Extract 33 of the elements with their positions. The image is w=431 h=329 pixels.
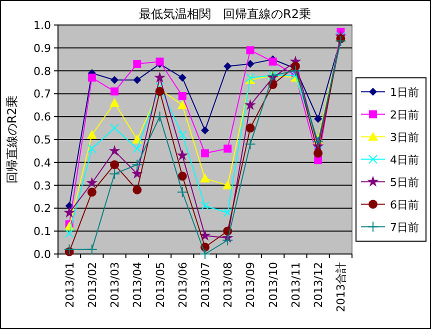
y-tick-label: 0.3 [34, 179, 51, 192]
legend-label: 5日前 [390, 176, 419, 189]
legend-label: 3日前 [390, 130, 419, 144]
y-tick-label: 0.7 [34, 88, 51, 101]
x-tick-label: 2013/08 [222, 262, 235, 308]
legend-label: 7日前 [390, 220, 419, 234]
y-tick-label: 0.9 [34, 42, 51, 55]
chart-title: 最低気温相関 回帰直線のR2乗 [139, 7, 311, 21]
legend-label: 1日前 [390, 86, 419, 99]
y-tick-label: 0.5 [34, 134, 51, 146]
y-tick-label: 0.1 [34, 225, 51, 238]
y-tick-label: 0.6 [34, 110, 51, 124]
x-tick-label: 2013/12 [312, 262, 326, 308]
x-tick-label: 2013/09 [244, 262, 258, 308]
x-tick-label: 2013/03 [108, 262, 122, 308]
x-tick-label: 2013/02 [86, 262, 99, 308]
x-tick-label: 2013/06 [176, 262, 190, 308]
x-tick-label: 2013/11 [289, 262, 302, 308]
x-tick-label: 2013/10 [266, 262, 280, 308]
x-tick-label: 2013合計 [334, 262, 348, 312]
x-tick-label: 2013/01 [63, 262, 76, 308]
legend-label: 2日前 [390, 108, 419, 122]
x-tick-label: 2013/04 [131, 262, 144, 308]
y-axis-title: 回帰直線のR2乗 [5, 96, 19, 184]
y-tick-label: 0.0 [34, 248, 51, 261]
legend-label: 6日前 [390, 198, 419, 212]
y-tick-label: 0.4 [34, 156, 51, 170]
x-tick-label: 2013/07 [199, 262, 212, 308]
x-tick-label: 2013/05 [154, 262, 167, 308]
y-tick-label: 0.2 [34, 202, 51, 216]
legend-label: 4日前 [390, 153, 419, 166]
y-tick-label: 1.0 [34, 19, 51, 32]
y-tick-label: 0.8 [34, 64, 51, 78]
